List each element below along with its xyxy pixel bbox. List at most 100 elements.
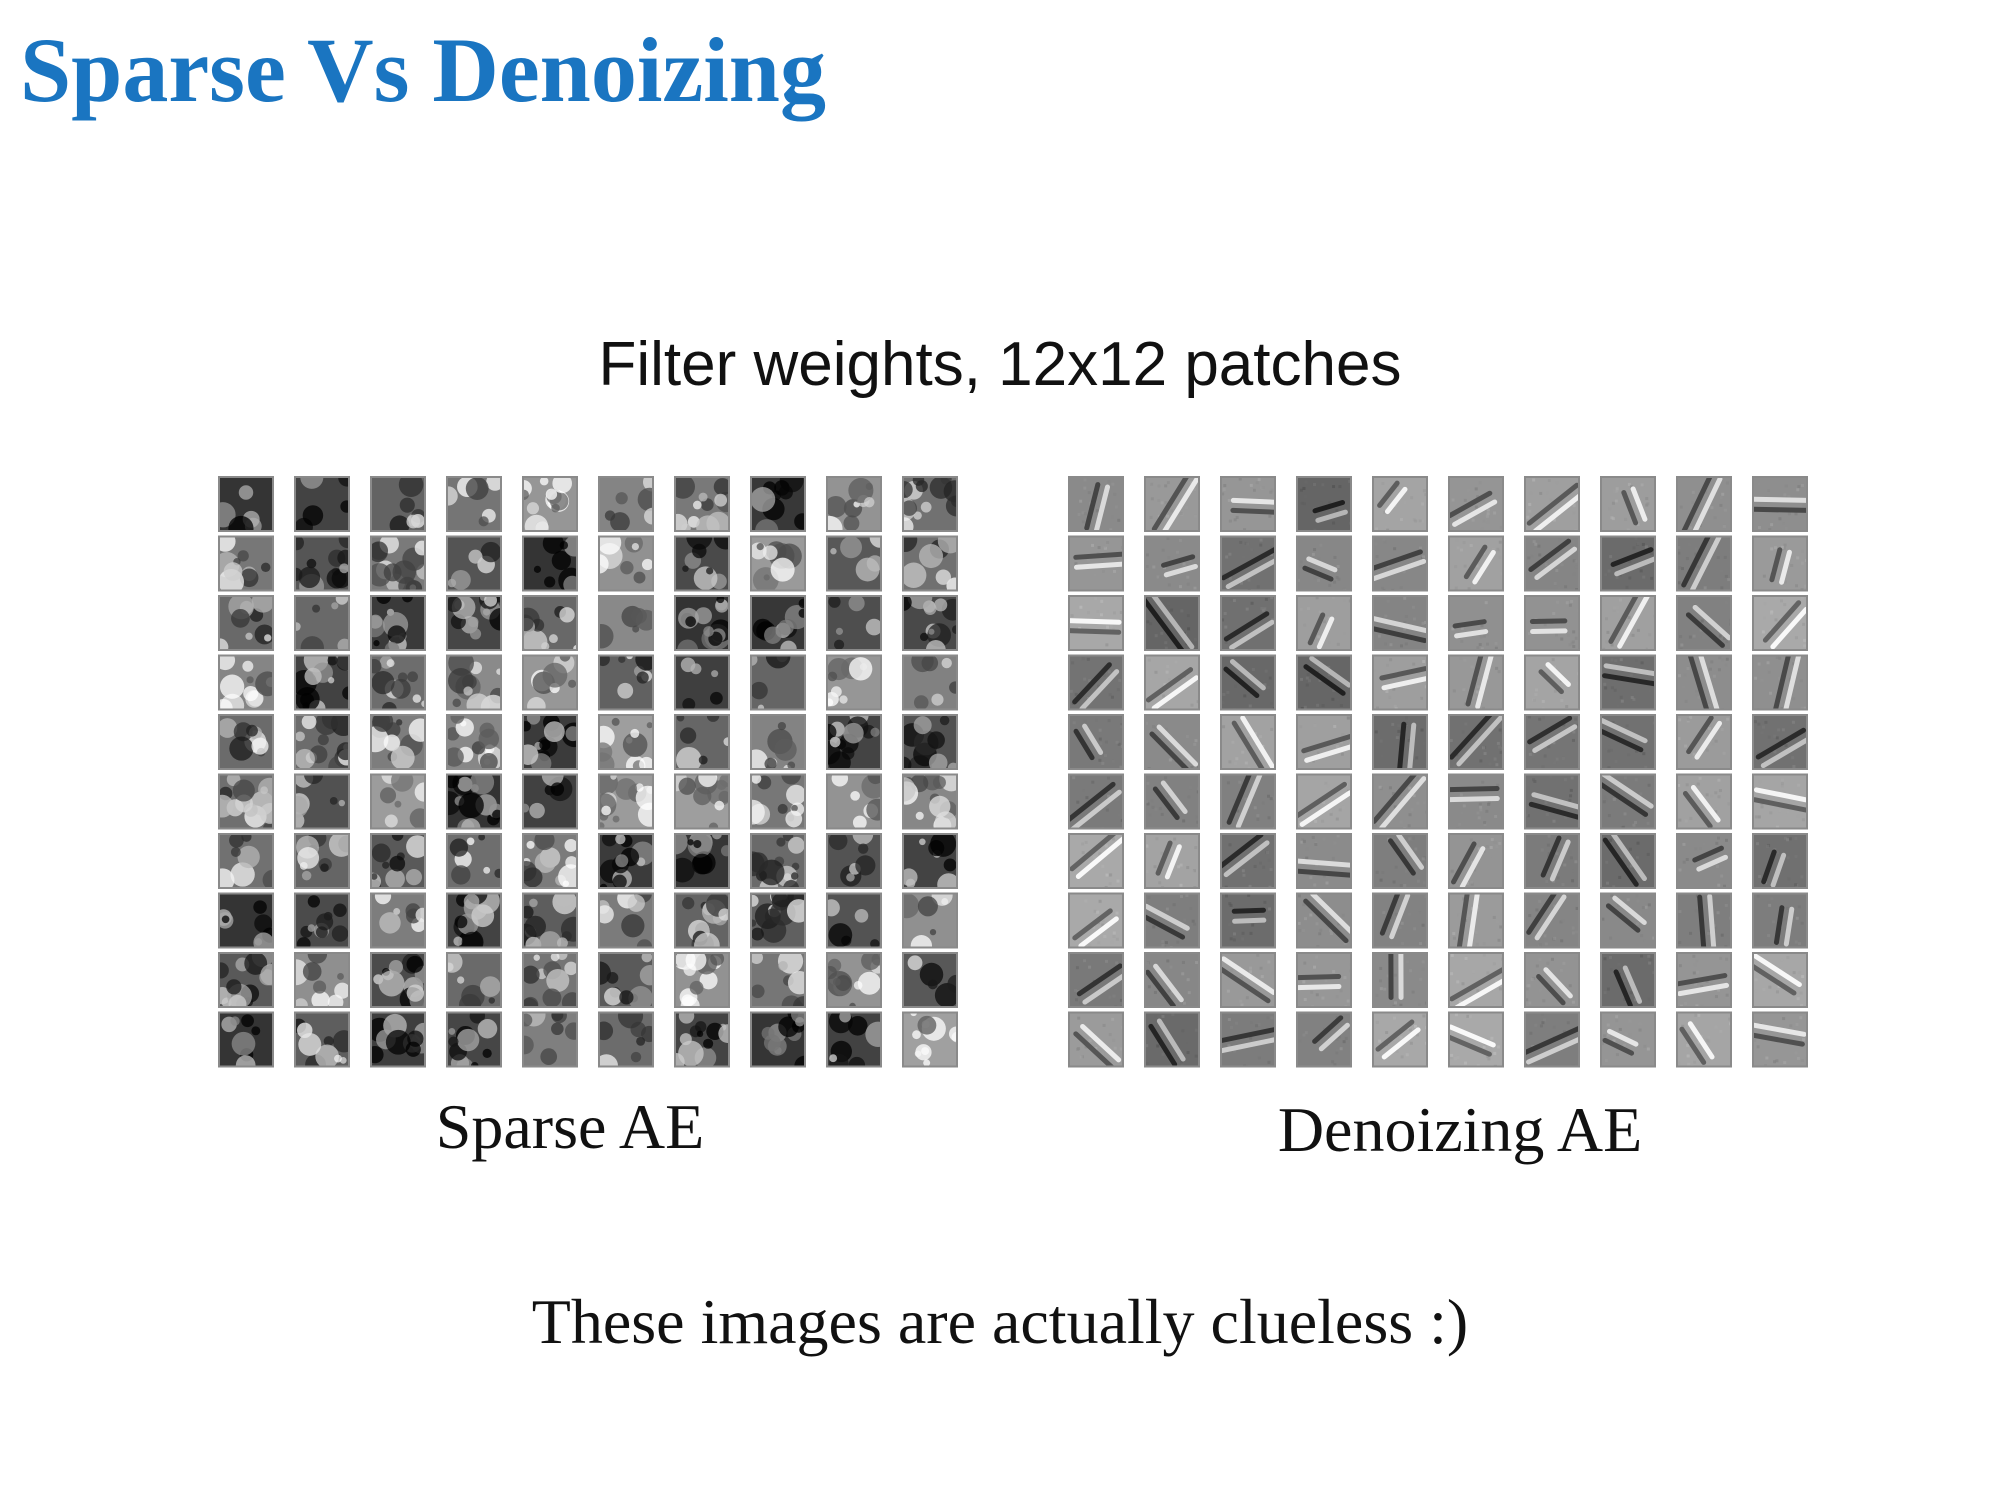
filter-patch [1296,714,1352,770]
filter-patch [1220,833,1276,889]
filter-patch [218,952,274,1008]
filter-patch [674,833,730,889]
filter-patch [1296,773,1352,830]
filter-patch [826,595,882,651]
filter-patch [598,476,654,532]
filter-patch [1372,595,1428,651]
filter-patch [1676,654,1732,711]
filter-patch [902,654,958,711]
filter-patch [1144,595,1200,651]
filter-patch [1752,595,1808,651]
filter-patch [1752,952,1808,1008]
filter-patch [750,952,806,1008]
filter-patch [1676,1011,1732,1068]
filter-patch [522,952,578,1008]
filter-patch [522,1011,578,1068]
filter-patch [1600,773,1656,830]
filter-patch [1144,892,1200,949]
filter-patch [826,476,882,532]
filter-patch [1372,476,1428,532]
filter-patch [826,1011,882,1068]
filter-patch [370,654,426,711]
filter-patch [1296,833,1352,889]
filter-patch [1296,535,1352,592]
filter-patch [1524,535,1580,592]
filter-patch [1068,476,1124,532]
filter-patch [370,952,426,1008]
filter-patch [750,773,806,830]
filter-patch [294,714,350,770]
filter-patch [294,476,350,532]
filter-patch [598,833,654,889]
filter-patch [1524,892,1580,949]
filter-patch [1372,833,1428,889]
filter-patch [522,833,578,889]
filter-patch [522,773,578,830]
filter-patch [446,1011,502,1068]
filter-patch [826,773,882,830]
filter-patch [1676,714,1732,770]
filter-patch [1220,952,1276,1008]
filter-patch [674,535,730,592]
filter-patch [826,714,882,770]
filter-patch [218,892,274,949]
filter-patch [1372,773,1428,830]
filter-patch [1220,1011,1276,1068]
filter-patch [218,476,274,532]
filter-patch [1372,1011,1428,1068]
filter-patch [674,654,730,711]
filter-patch [1448,1011,1504,1068]
filter-patch [370,892,426,949]
filter-patch [1448,714,1504,770]
filter-patch [1600,535,1656,592]
filter-patch [446,535,502,592]
filter-patch [1600,952,1656,1008]
filter-patch [1372,654,1428,711]
filter-patch [446,773,502,830]
filter-patch [902,714,958,770]
footer-note: These images are actually clueless :) [531,1286,1469,1357]
filter-patch [1676,952,1732,1008]
filter-patch [1144,773,1200,830]
filter-patch [446,833,502,889]
filter-patch [446,654,502,711]
filter-patch [1448,654,1504,711]
filter-patch [218,654,274,711]
filter-patch [598,535,654,592]
filter-patch [1600,714,1656,770]
filter-patch [218,773,274,830]
filter-patch [1600,892,1656,949]
filter-patch [1524,773,1580,830]
filter-patch [826,952,882,1008]
filter-patch [598,714,654,770]
filter-patch [1524,714,1580,770]
filter-patch [1144,1011,1200,1068]
filter-patch [294,654,350,711]
filter-patch [1752,1011,1808,1068]
filter-patch [1600,654,1656,711]
filter-patch [294,952,350,1008]
filter-patch [1372,952,1428,1008]
filter-patch [1296,892,1352,949]
filter-patch [1752,773,1808,830]
filter-patch [1220,714,1276,770]
filter-patch [1372,714,1428,770]
filter-patch [674,952,730,1008]
filter-patch [370,1011,426,1068]
filter-patch [902,535,958,592]
filter-patch [1220,892,1276,949]
filter-patch [1752,892,1808,949]
sparse-ae-filter-grid [215,475,975,1075]
denoizing-ae-filter-grid [1065,475,1825,1075]
filter-patch [1524,952,1580,1008]
filter-patch [294,892,350,949]
filter-patch [522,892,578,949]
slide-title: Sparse Vs Denoizing [20,19,826,121]
filter-patch [826,535,882,592]
filter-patch [1676,833,1732,889]
filter-patch [1676,476,1732,532]
filter-patch [294,1011,350,1068]
filter-patch [370,476,426,532]
filter-patch [1448,952,1504,1008]
filter-patch [1448,476,1504,532]
